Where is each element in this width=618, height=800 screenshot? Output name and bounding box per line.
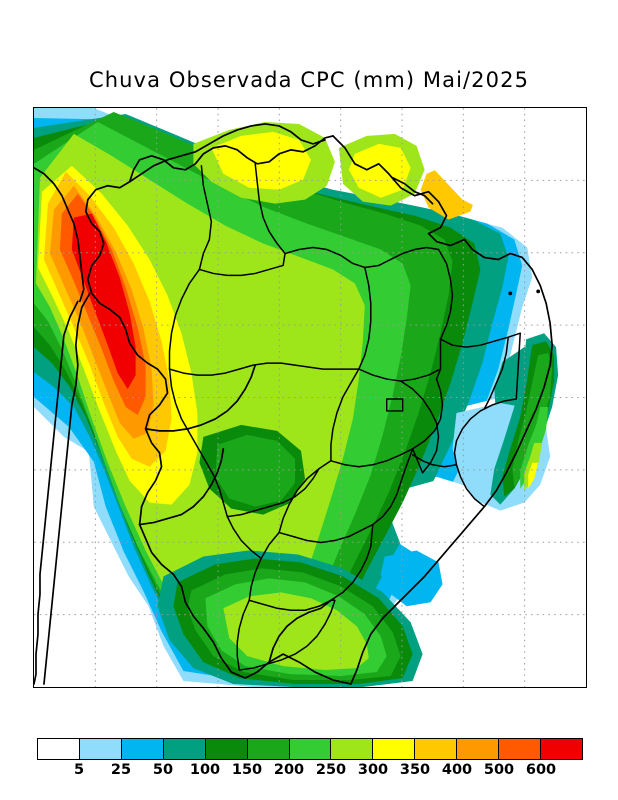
coast-pacific-north [34,166,85,303]
x-tick-label: 40W [451,687,479,688]
y-tick-label: 10S [33,318,34,333]
x-tick-label: 45W [389,687,417,688]
coastal-strip-ne-150 [512,353,553,487]
colorbar-swatch [415,739,458,759]
colorbar-swatch [38,739,80,759]
border-uruguay [268,599,332,663]
ocean-atlantic [484,237,586,687]
coastal-strip-ne-300 [528,462,539,489]
x-tick-label: 35W [512,687,540,688]
colorbar-swatch [289,739,332,759]
y-tick-label: 15S [33,391,34,406]
y-tick-label: EQ [33,173,34,188]
colorbar-swatch [163,739,206,759]
y-tick-label: 20S [33,464,34,479]
colorbar-swatch [457,739,500,759]
island-dot [508,291,513,296]
colorbar-swatches [37,738,583,760]
x-tick-label: 70W [81,687,109,688]
colorbar-swatch [541,739,582,759]
border-venezuela-guyana [128,123,326,183]
colorbar-tick-label: 25 [110,762,132,778]
distrito-federal-outline [386,398,404,412]
colorbar-tick-label: 350 [399,762,431,778]
coast-chile [34,300,79,685]
figure-title: Chuva Observada CPC (mm) Mai/2025 [88,68,530,92]
map-plot-area: 5N EQ 5S 10S 15S 20S 25S 30S 35S 75W 70W [33,107,587,688]
border-west [84,135,334,526]
x-tick-label: 60W [205,687,233,688]
x-tick-label: 55W [266,687,294,688]
border-north-coast [332,135,553,347]
ocean-north [412,108,586,240]
colorbar-swatch [499,739,542,759]
dry-hole-se-coast [482,520,541,575]
colorbar-swatch [331,739,374,759]
colorbar-swatch [121,739,164,759]
x-tick-label: 65W [143,687,171,688]
dry-hole-chile-argentina [34,436,92,685]
political-borders [34,123,553,685]
colorbar-swatch [247,739,290,759]
y-tick-label: 25S [33,536,34,551]
colorbar-tick-label: 400 [441,762,473,778]
centralwest-lobe-150 [215,434,296,507]
south-band-250-core [267,610,329,659]
map-canvas [34,108,586,687]
amazon-mouth [391,176,434,205]
band-300-350-guianas-core [211,131,311,190]
colorbar-tick-label: 100 [189,762,221,778]
atlantic-islands [508,289,541,296]
colorbar-swatch [373,739,416,759]
colorbar-tick-label: 500 [483,762,515,778]
y-tick-label: 35S [33,682,34,689]
grid-lines [34,108,586,687]
colorbar-tick-label: 200 [273,762,305,778]
colorbar-legend: 5 25 50 100 150 200 250 300 350 400 500 600 [37,738,583,784]
band-over-600-nw [71,213,136,390]
x-tick-label: 30W [574,687,587,688]
colorbar-tick-label: 150 [231,762,263,778]
colorbar-tick-label: 300 [357,762,389,778]
dry-hole-minas-repunch [390,480,475,559]
x-tick-label: 75W [33,687,48,688]
state-borders [168,163,521,671]
y-tick-label: 30S [33,609,34,624]
south-gap-blue [380,550,443,607]
y-tick-label: 5S [33,246,34,261]
x-tick-label: 50W [328,687,356,688]
border-chile-argentina [43,292,91,685]
colorbar-tick-labels: 5 25 50 100 150 200 250 300 350 400 500 600 [37,762,583,784]
border-paraguay [138,447,225,526]
colorbar-swatch [79,739,122,759]
band-300-350-amapa-core [348,143,411,198]
border-bolivia-internal [144,364,257,432]
border-east-coast [350,344,553,685]
colorbar-tick-label: 50 [152,762,174,778]
y-tick-label: 5N [33,107,34,116]
colorbar-tick-label: 5 [73,762,85,778]
island-dot [536,289,541,294]
colorbar-tick-label: 250 [315,762,347,778]
border-south [138,523,352,685]
colorbar-tick-label: 600 [525,762,557,778]
colorbar-swatch [205,739,248,759]
